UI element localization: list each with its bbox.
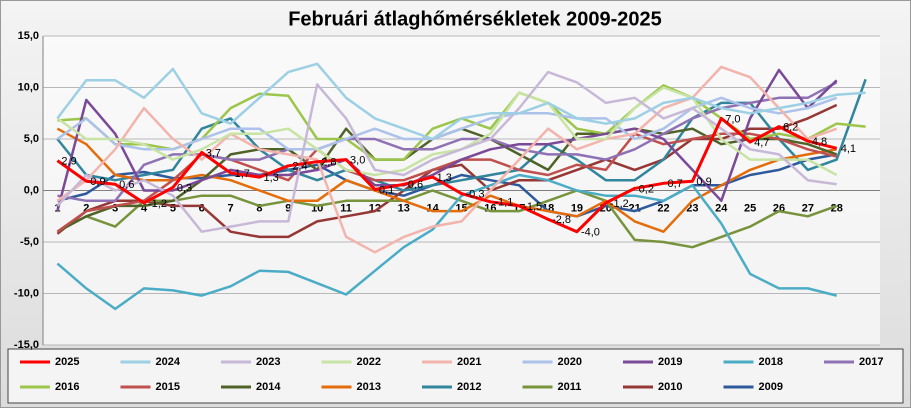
data-label: -2,8 <box>552 214 571 226</box>
x-tick-label: 22 <box>657 202 669 214</box>
chart-title: Februári átlaghőmérsékletek 2009-2025 <box>288 8 662 30</box>
legend-label: 2012 <box>457 381 481 393</box>
x-tick-label: 13 <box>398 202 410 214</box>
data-label: -1,5 <box>523 201 542 213</box>
legend-label: 2019 <box>658 356 682 368</box>
data-label: -1,2 <box>610 198 629 210</box>
data-label: 0,6 <box>408 179 423 191</box>
legend-label: 2024 <box>156 356 181 368</box>
x-tick-label: 2 <box>83 202 89 214</box>
x-tick-label: 6 <box>199 202 205 214</box>
x-tick-label: 27 <box>802 202 814 214</box>
data-label: 0,2 <box>639 183 654 195</box>
legend-label: 2023 <box>256 356 280 368</box>
x-tick-label: 9 <box>285 202 291 214</box>
series-line <box>56 68 838 212</box>
series-line <box>56 189 838 249</box>
data-label: 1,3 <box>263 172 278 184</box>
data-label: -1,1 <box>494 197 513 209</box>
data-label: 3,7 <box>206 147 221 159</box>
data-label: 0,9 <box>90 176 105 188</box>
legend-label: 2009 <box>759 381 783 393</box>
legend-label: 2015 <box>156 381 180 393</box>
series-line <box>56 62 866 141</box>
legend-label: 2018 <box>759 356 783 368</box>
labels: 2,9 0,9 0,6 -1,2 0,3 3,7 1,7 1,3 2,4 2,8 3,0 0,1 0,6… <box>61 113 856 238</box>
legend: 2025 2024 2023 2022 2021 2020 2019 2018 2017 2016… <box>20 356 883 393</box>
data-label: 0,6 <box>119 179 134 191</box>
legend-label: 2017 <box>859 356 883 368</box>
lines <box>56 62 867 311</box>
series-line <box>56 173 838 311</box>
legend-label: 2022 <box>357 356 381 368</box>
x-tick-label: 19 <box>571 202 583 214</box>
series-line <box>56 132 838 233</box>
y-tick-label: 15,0 <box>18 30 39 42</box>
series-line <box>56 70 837 233</box>
x-tick-label: 7 <box>228 202 234 214</box>
data-label: 3,0 <box>350 155 365 167</box>
y-tick-label: -15,0 <box>14 339 39 351</box>
data-label: 4,7 <box>754 137 769 149</box>
legend-label: 2025 <box>55 356 79 368</box>
data-label: 4,8 <box>812 136 827 148</box>
series-line <box>56 65 838 254</box>
data-label: 2,4 <box>292 161 307 173</box>
data-label: 7,0 <box>725 113 740 125</box>
y-tick-label: 5,0 <box>24 133 39 145</box>
data-label: 1,7 <box>235 168 250 180</box>
y-tick-label: -5,0 <box>20 236 39 248</box>
series-line <box>56 116 838 234</box>
x-tick-label: 11 <box>340 202 352 214</box>
legend-label: 2021 <box>457 356 481 368</box>
legend-box <box>7 348 904 404</box>
data-label: 6,2 <box>783 122 798 134</box>
x-tick-label: 28 <box>831 202 843 214</box>
legend-label: 2013 <box>357 381 381 393</box>
data-label: 0,7 <box>668 178 683 190</box>
legend-label: 2011 <box>558 381 582 393</box>
data-label: 0,9 <box>696 176 711 188</box>
legend-label: 2014 <box>256 381 281 393</box>
x-tick-label: 4 <box>141 202 148 214</box>
x-tick-label: 8 <box>256 202 262 214</box>
y-tick-label: -10,0 <box>14 287 39 299</box>
legend-label: 2020 <box>558 356 582 368</box>
x-tick-label: 5 <box>170 202 176 214</box>
data-label: -4,0 <box>581 227 600 239</box>
data-label: -1,2 <box>148 198 167 210</box>
legend-label: 2010 <box>658 381 682 393</box>
data-label: 0,1 <box>379 184 394 196</box>
data-label: 1,3 <box>437 172 452 184</box>
y-tick-label: 10,0 <box>18 81 39 93</box>
data-label: 4,1 <box>841 143 856 155</box>
data-label: -0,3 <box>466 188 485 200</box>
data-label: 2,8 <box>321 157 336 169</box>
data-label: 2,9 <box>61 156 76 168</box>
x-tick-label: 3 <box>112 202 118 214</box>
x-tick-label: 24 <box>715 202 728 214</box>
legend-label: 2016 <box>55 381 79 393</box>
data-label: 0,3 <box>177 182 192 194</box>
y-tick-label: 0,0 <box>24 184 39 196</box>
x-tick-label: 25 <box>744 202 756 214</box>
